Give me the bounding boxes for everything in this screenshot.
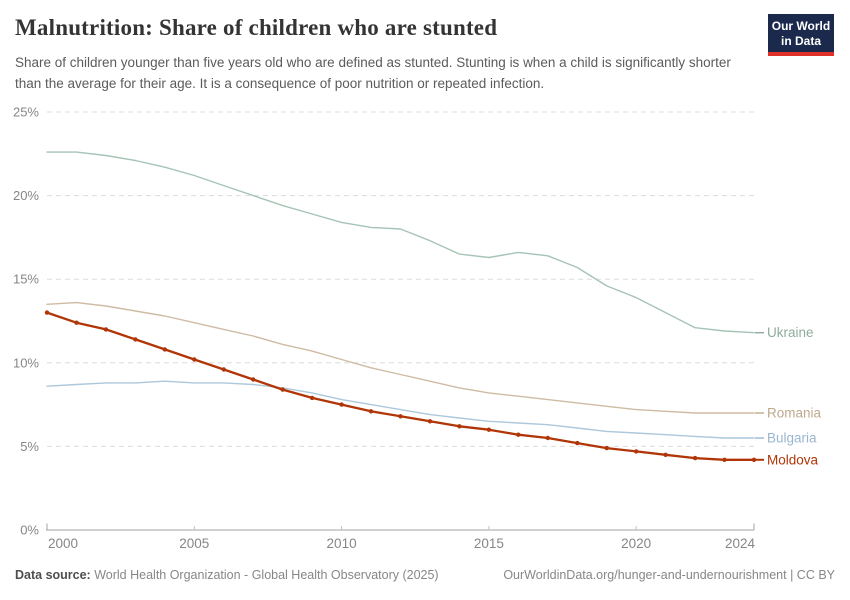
datasource-value: World Health Organization - Global Healt… bbox=[94, 568, 439, 582]
x-axis-label: 2020 bbox=[621, 536, 651, 551]
data-point-moldova bbox=[221, 367, 226, 372]
series-moldova[interactable]: Moldova bbox=[44, 310, 819, 467]
y-axis-label: 20% bbox=[13, 188, 39, 203]
data-point-moldova bbox=[309, 395, 315, 401]
data-point-moldova bbox=[427, 419, 433, 424]
footer-license: OurWorldinData.org/hunger-and-undernouri… bbox=[503, 568, 835, 582]
datasource-label: Data source: bbox=[15, 568, 91, 582]
owid-logo-line2: in Data bbox=[780, 33, 821, 48]
y-axis-label: 0% bbox=[20, 523, 39, 538]
data-point-moldova bbox=[251, 377, 256, 382]
owid-logo[interactable]: Our World in Data bbox=[768, 14, 834, 56]
data-point-moldova bbox=[604, 445, 609, 451]
x-axis-label: 2010 bbox=[327, 536, 357, 551]
y-axis-label: 15% bbox=[13, 272, 39, 287]
series-label-bulgaria[interactable]: Bulgaria bbox=[767, 431, 817, 446]
series-line-ukraine[interactable] bbox=[46, 151, 755, 334]
data-point-moldova bbox=[545, 435, 550, 441]
series-line-moldova[interactable] bbox=[45, 311, 756, 461]
footer-license-label: CC BY bbox=[796, 568, 835, 582]
data-point-moldova bbox=[368, 409, 374, 414]
series-bulgaria[interactable]: Bulgaria bbox=[46, 380, 817, 446]
x-axis-label: 2005 bbox=[179, 536, 209, 551]
y-axis-label: 10% bbox=[13, 355, 39, 370]
x-axis-label: 2015 bbox=[474, 536, 504, 551]
data-point-moldova bbox=[103, 327, 109, 332]
data-point-moldova bbox=[722, 457, 727, 462]
x-axis-label: 2000 bbox=[48, 536, 78, 551]
y-axis-labels: 0% 5% 10% 15% 20% 25% bbox=[13, 105, 39, 538]
data-point-moldova bbox=[74, 320, 79, 325]
series-line-bulgaria[interactable] bbox=[46, 380, 755, 439]
x-axis-label: 2024 bbox=[725, 536, 756, 551]
footer-datasource: Data source: World Health Organization -… bbox=[15, 568, 439, 582]
series-label-ukraine[interactable]: Ukraine bbox=[767, 325, 814, 340]
data-point-moldova bbox=[398, 414, 403, 419]
data-point-moldova bbox=[457, 424, 462, 429]
chart-title: Malnutrition: Share of children who are … bbox=[15, 15, 498, 40]
data-point-moldova bbox=[486, 427, 492, 432]
data-point-moldova bbox=[692, 455, 698, 461]
data-point-moldova bbox=[634, 449, 639, 454]
series-line-romania[interactable] bbox=[46, 301, 755, 414]
series-ukraine[interactable]: Ukraine bbox=[46, 151, 814, 340]
footer-link[interactable]: OurWorldinData.org/hunger-and-undernouri… bbox=[503, 568, 787, 582]
data-point-moldova bbox=[751, 457, 757, 462]
x-axis-labels: 2000 2005 2010 2015 2020 2024 bbox=[46, 523, 756, 551]
series-label-moldova[interactable]: Moldova bbox=[767, 452, 819, 467]
data-point-moldova bbox=[44, 310, 50, 315]
y-axis-label: 25% bbox=[13, 105, 39, 120]
data-point-moldova bbox=[663, 452, 668, 457]
owid-logo-line1: Our World bbox=[771, 19, 831, 33]
chart-subtitle: Share of children younger than five year… bbox=[15, 55, 731, 91]
series-romania[interactable]: Romania bbox=[46, 301, 822, 421]
gridlines bbox=[46, 111, 755, 531]
data-point-moldova bbox=[192, 357, 197, 362]
data-point-moldova bbox=[133, 337, 138, 342]
data-point-moldova bbox=[162, 347, 167, 352]
footer-separator: | bbox=[786, 568, 797, 582]
data-point-moldova bbox=[575, 440, 580, 446]
series-label-romania[interactable]: Romania bbox=[767, 405, 822, 420]
data-point-moldova bbox=[339, 402, 344, 407]
y-axis-label: 5% bbox=[20, 439, 39, 454]
data-point-moldova bbox=[516, 432, 521, 437]
data-point-moldova bbox=[280, 387, 285, 392]
